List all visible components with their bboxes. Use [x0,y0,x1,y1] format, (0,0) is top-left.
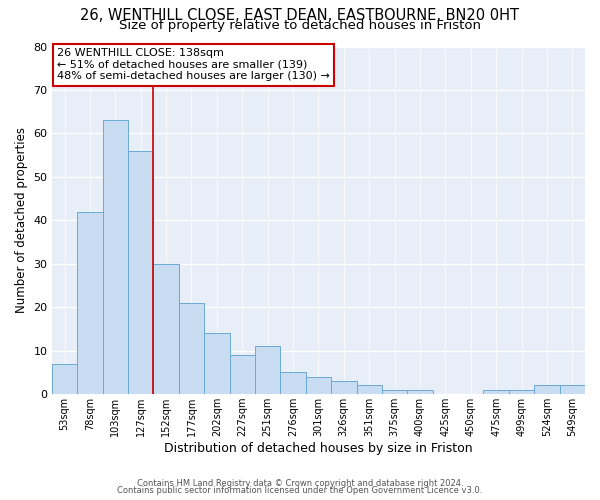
Bar [534,386,560,394]
Bar [306,377,331,394]
Y-axis label: Number of detached properties: Number of detached properties [15,128,28,314]
Bar [331,381,356,394]
Bar [484,390,509,394]
Bar [204,334,230,394]
Text: Contains public sector information licensed under the Open Government Licence v3: Contains public sector information licen… [118,486,482,495]
Text: Contains HM Land Registry data © Crown copyright and database right 2024.: Contains HM Land Registry data © Crown c… [137,478,463,488]
Bar [509,390,534,394]
Bar [255,346,280,394]
Bar [356,386,382,394]
X-axis label: Distribution of detached houses by size in Friston: Distribution of detached houses by size … [164,442,473,455]
Bar [103,120,128,394]
Text: 26 WENTHILL CLOSE: 138sqm
← 51% of detached houses are smaller (139)
48% of semi: 26 WENTHILL CLOSE: 138sqm ← 51% of detac… [57,48,330,82]
Bar [128,151,154,394]
Text: 26, WENTHILL CLOSE, EAST DEAN, EASTBOURNE, BN20 0HT: 26, WENTHILL CLOSE, EAST DEAN, EASTBOURN… [80,8,520,22]
Bar [77,212,103,394]
Bar [179,303,204,394]
Bar [230,355,255,394]
Bar [280,372,306,394]
Bar [52,364,77,394]
Bar [382,390,407,394]
Bar [407,390,433,394]
Bar [560,386,585,394]
Bar [154,264,179,394]
Text: Size of property relative to detached houses in Friston: Size of property relative to detached ho… [119,19,481,32]
